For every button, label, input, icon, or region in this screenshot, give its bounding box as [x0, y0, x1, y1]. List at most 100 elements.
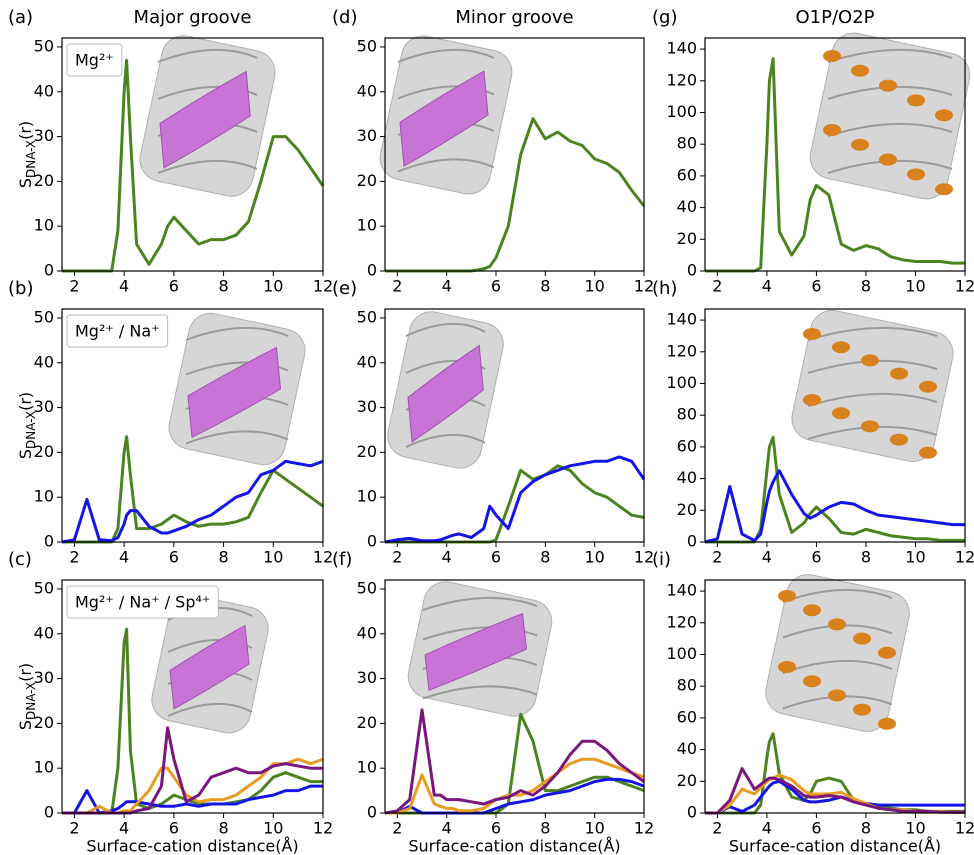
x-tick-label: 6 [491, 277, 501, 296]
panel-label: (c) [8, 549, 32, 570]
plot-frame [61, 37, 324, 272]
x-tick-label: 8 [861, 548, 871, 567]
panel-label: (a) [8, 7, 33, 28]
y-tick-label: 50 [34, 307, 54, 326]
panel-label: (d) [332, 7, 357, 28]
inset-phosphate [879, 79, 897, 92]
panel-label: (f) [332, 549, 352, 570]
x-tick-label: 4 [762, 548, 772, 567]
x-tick-label: 6 [811, 819, 821, 838]
y-tick-label: 30 [34, 126, 54, 145]
x-tick-label: 12 [955, 548, 974, 567]
inset-groove [157, 159, 258, 174]
inset-phosphate [851, 138, 869, 151]
x-tick-label: 8 [861, 277, 871, 296]
inset-groove-patch [399, 70, 489, 167]
inset-phosphate [919, 380, 937, 393]
y-tick-label: 80 [677, 405, 697, 424]
inset-phosphate [890, 433, 908, 446]
x-tick-label: 4 [119, 819, 129, 838]
x-tick-label: 6 [811, 277, 821, 296]
y-tick-label: 60 [677, 707, 697, 726]
inset-groove [807, 326, 938, 341]
y-tick-label: 50 [34, 36, 54, 55]
inset-helix [809, 32, 971, 200]
x-axis-label: Surface-cation distance(Å) [729, 837, 941, 855]
inset-phosphate [878, 646, 896, 659]
y-tick-label: 50 [357, 578, 377, 597]
inset-phosphate [803, 675, 821, 688]
legend-label: Mg²⁺ / Na⁺ [75, 322, 160, 341]
x-tick-label: 12 [634, 819, 654, 838]
y-tick-label: 80 [677, 134, 697, 153]
y-tick-label: 20 [34, 713, 54, 732]
x-tick-label: 6 [169, 819, 179, 838]
inset-phosphate [861, 354, 879, 367]
y-tick-label: 10 [357, 758, 377, 777]
x-tick-label: 2 [69, 277, 79, 296]
x-tick-label: 10 [263, 548, 283, 567]
legend-box [66, 314, 169, 348]
inset-phosphate [778, 590, 796, 602]
y-tick-label: 40 [357, 352, 377, 371]
series-line [62, 784, 323, 815]
inset-groove [397, 48, 495, 63]
inset-phosphate [803, 394, 821, 406]
x-tick-label: 2 [392, 819, 402, 838]
y-tick-label: 20 [677, 500, 697, 519]
y-tick-label: 30 [34, 668, 54, 687]
y-label-tail: (r) [16, 392, 35, 411]
inset-groove [422, 626, 538, 641]
y-tick-label: 10 [34, 487, 54, 506]
x-tick-label: 10 [905, 819, 925, 838]
x-tick-label: 8 [218, 277, 228, 296]
inset-phosphate [861, 420, 879, 433]
y-tick-label: 60 [677, 436, 697, 455]
inset-groove [422, 596, 538, 611]
y-tick-label: 50 [357, 307, 377, 326]
legend-label: Mg²⁺ [75, 51, 114, 70]
inset-groove-patch [187, 346, 282, 439]
inset-phosphate [828, 689, 846, 702]
series-line [62, 435, 324, 544]
x-tick-label: 2 [392, 548, 402, 567]
y-tick-label: 0 [367, 261, 377, 280]
inset-groove [827, 122, 953, 137]
inset-groove [397, 158, 495, 173]
y-tick-label: 20 [357, 713, 377, 732]
inset-phosphate [832, 407, 850, 420]
x-tick-label: 10 [905, 277, 925, 296]
y-tick-label: 100 [666, 373, 697, 392]
y-label-sub: DNA-X [24, 411, 38, 449]
y-tick-label: 100 [666, 644, 697, 663]
y-tick-label: 50 [357, 36, 377, 55]
y-label-tail: (r) [16, 121, 35, 140]
y-tick-label: 30 [357, 668, 377, 687]
plot-frame [704, 579, 966, 814]
y-tick-label: 0 [44, 261, 54, 280]
inset-phosphate [832, 341, 850, 354]
series-line [384, 455, 646, 544]
legend-label: Mg²⁺ / Na⁺ / Sp⁴⁺ [75, 593, 210, 612]
y-label-sub: DNA-X [24, 140, 38, 178]
panel-title: Minor groove [455, 7, 573, 28]
inset-groove [185, 430, 289, 445]
series-line [705, 767, 965, 815]
series-line [384, 708, 645, 815]
y-tick-label: 0 [687, 261, 697, 280]
y-label-sub: DNA-X [24, 682, 38, 720]
inset-groove-patch [169, 624, 250, 710]
y-axis-label: SDNA-X(r) [16, 121, 38, 188]
x-tick-label: 6 [169, 277, 179, 296]
inset-groove [157, 48, 258, 63]
panel: (c) 2 4 6 8 10 12 0 10 20 30 40 50 Mg²⁺ / Na⁺ / Sp⁴⁺ S… [8, 549, 333, 855]
plot-frame [61, 579, 324, 814]
legend-box [66, 43, 123, 77]
inset-groove [185, 326, 289, 341]
x-tick-label: 12 [955, 277, 974, 296]
inset-phosphate [823, 50, 841, 62]
panel: (f) 2 4 6 8 10 12 0 10 20 30 40 50 Surface-cation dis… [332, 549, 654, 855]
x-tick-label: 12 [955, 819, 974, 838]
